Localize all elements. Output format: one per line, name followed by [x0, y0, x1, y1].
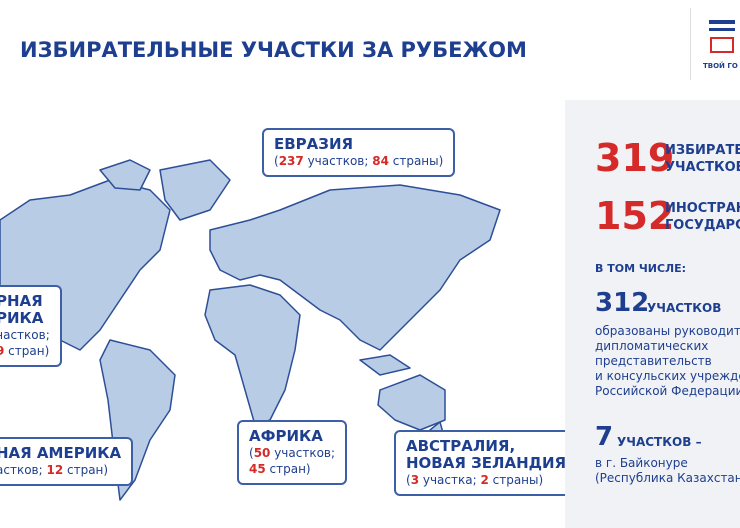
stat-number: 152 [595, 194, 675, 238]
detail-segment: 84 [372, 154, 389, 168]
text-line: представительств [595, 354, 712, 368]
logo-text: ТВОЙ ГО [703, 62, 738, 70]
callout-title: АВСТРАЛИЯ, [406, 437, 516, 455]
detail-segment: страны) [488, 473, 544, 487]
stat-label-line: ИНОСТРАНН [665, 201, 740, 216]
detail-segment: стран) [265, 462, 311, 476]
callout-detail: астков; 12 стран) [0, 462, 121, 478]
stat-label: ИЗБИРАТЕЛ УЧАСТКОВ [665, 142, 740, 176]
detail-segment: 50 [253, 446, 271, 460]
detail-segment: участка; [419, 473, 481, 487]
callout-detail: (3 участка; 2 страны) [406, 472, 566, 488]
stats-panel: 319 ИЗБИРАТЕЛ УЧАСТКОВ 152 ИНОСТРАНН ГОСУД… [565, 100, 740, 528]
text-line: и консульских учрежден [595, 369, 740, 383]
stat-label: УЧАСТКОВ – [617, 435, 702, 449]
title: ИЗБИРАТЕЛЬНЫЕ УЧАСТКИ ЗА РУБЕЖОМ [20, 38, 527, 62]
stat-label: ИНОСТРАНН ГОСУДАРСТ [665, 200, 740, 234]
callout-detail: 45 стран) [249, 461, 335, 477]
text-line: дипломатических [595, 339, 709, 353]
detail-segment: 237 [278, 154, 304, 168]
callout-north-america: РНАЯ РИКА частков; 9 стран) [0, 285, 62, 367]
detail-segment: 2 [480, 473, 489, 487]
including-label: В ТОМ ЧИСЛЕ: [595, 262, 687, 275]
callout-detail: частков; [0, 327, 50, 343]
text-line: Российской Федерации [595, 384, 740, 398]
text-line: образованы руководител [595, 324, 740, 338]
logo: ТВОЙ ГО [690, 8, 740, 80]
text-line: в г. Байконуре [595, 456, 688, 470]
detail-segment: ( [274, 154, 279, 168]
detail-segment: стран) [4, 344, 50, 358]
detail-segment: 12 [46, 463, 64, 477]
detail-segment: частков; [0, 328, 50, 342]
stat-text: образованы руководител дипломатических пре… [595, 324, 740, 399]
text-line: (Республика Казахстан) [595, 471, 740, 485]
stat-number: 319 [595, 136, 675, 180]
callout-australia: АВСТРАЛИЯ, НОВАЯ ЗЕЛАНДИЯ (3 участка; 2 ст… [394, 430, 579, 496]
callout-eurasia: ЕВРАЗИЯ (237 участков; 84 страны) [262, 128, 456, 177]
stat-label-line: УЧАСТКОВ [665, 160, 740, 175]
detail-segment: 9 [0, 344, 5, 358]
detail-segment: ( [249, 446, 254, 460]
detail-segment: астков; [0, 463, 47, 477]
detail-segment: стран) [63, 463, 109, 477]
detail-segment: участков; [303, 154, 373, 168]
callout-title: РНАЯ [0, 292, 43, 310]
stat-label-line: ГОСУДАРСТ [665, 218, 740, 233]
callout-detail: (237 участков; 84 страны) [274, 153, 443, 169]
detail-segment: 3 [410, 473, 420, 487]
detail-segment: 45 [249, 462, 266, 476]
callout-detail: 9 стран) [0, 343, 50, 359]
callout-title: НОВАЯ ЗЕЛАНДИЯ [406, 454, 567, 472]
callout-south-america: НАЯ АМЕРИКА астков; 12 стран) [0, 437, 134, 486]
stat-number: 7 [595, 422, 614, 452]
detail-segment: участков; [270, 446, 336, 460]
stat-number: 312 [595, 288, 650, 318]
logo-icon [709, 20, 735, 53]
callout-africa: АФРИКА (50 участков; 45 стран) [237, 420, 348, 485]
stat-label: УЧАСТКОВ [647, 301, 722, 315]
callout-title: НАЯ АМЕРИКА [0, 444, 122, 462]
detail-segment: страны) [388, 154, 444, 168]
callout-detail: (50 участков; [249, 445, 335, 461]
detail-segment: ( [406, 473, 411, 487]
callout-title: ЕВРАЗИЯ [274, 135, 354, 153]
stat-label-line: ИЗБИРАТЕЛ [665, 143, 740, 158]
callout-title: АФРИКА [249, 427, 323, 445]
callout-title: РИКА [0, 309, 44, 327]
stat-text: в г. Байконуре (Республика Казахстан) [595, 456, 740, 486]
